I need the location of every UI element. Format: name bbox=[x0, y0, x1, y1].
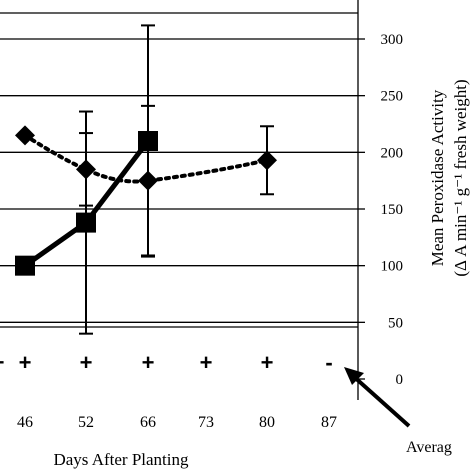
presence-mark-46: + bbox=[19, 350, 32, 375]
diamond-marker-80 bbox=[257, 150, 277, 171]
square-marker-52 bbox=[76, 212, 96, 233]
x-tick-label-73: 73 bbox=[198, 414, 214, 431]
presence-mark-40: + bbox=[0, 350, 4, 375]
y-axis-title-line-2: (Δ A min⁻¹ g⁻¹ fresh weight) bbox=[451, 79, 470, 276]
x-tick-label-87: 87 bbox=[321, 414, 337, 431]
annotation-arrow bbox=[344, 367, 411, 428]
diamond-marker-66 bbox=[138, 170, 158, 191]
presence-row: + + + + + + - bbox=[0, 350, 333, 375]
y-tick-label-250: 250 bbox=[381, 89, 404, 105]
y-tick-label-200: 200 bbox=[381, 145, 404, 161]
grid-lines bbox=[0, 0, 359, 400]
x-tick-label-46: 46 bbox=[17, 414, 33, 431]
y-tick-label-0: 0 bbox=[396, 372, 404, 388]
series-1 bbox=[15, 24, 158, 335]
presence-mark-80: + bbox=[261, 350, 274, 375]
square-marker-46 bbox=[15, 255, 35, 276]
presence-mark-66: + bbox=[142, 350, 155, 375]
y-tick-label-150: 150 bbox=[381, 202, 404, 218]
presence-mark-52: + bbox=[80, 350, 93, 375]
presence-mark-87: - bbox=[325, 350, 332, 375]
x-tick-label-66: 66 bbox=[140, 414, 156, 431]
diamond-marker-52 bbox=[76, 159, 96, 180]
y-tick-label-50: 50 bbox=[388, 315, 403, 331]
y-tick-label-100: 100 bbox=[381, 259, 404, 275]
series-2 bbox=[15, 104, 277, 257]
annotation-label: Averag bbox=[406, 439, 452, 456]
presence-mark-73: + bbox=[200, 350, 213, 375]
x-tick-label-52: 52 bbox=[78, 414, 94, 431]
series-2-line bbox=[23, 133, 269, 184]
x-axis-ticks: 46 52 66 73 80 87 bbox=[17, 414, 337, 431]
x-axis-title: Days After Planting bbox=[53, 450, 189, 469]
x-tick-label-80: 80 bbox=[259, 414, 275, 431]
plot-area bbox=[15, 24, 277, 335]
y-axis-title: Mean Peroxidase Activity bbox=[428, 89, 447, 266]
diamond-marker-46 bbox=[15, 125, 35, 146]
y-axis-ticks: 0 50 100 150 200 250 300 bbox=[358, 32, 403, 388]
y-tick-label-300: 300 bbox=[381, 32, 404, 48]
